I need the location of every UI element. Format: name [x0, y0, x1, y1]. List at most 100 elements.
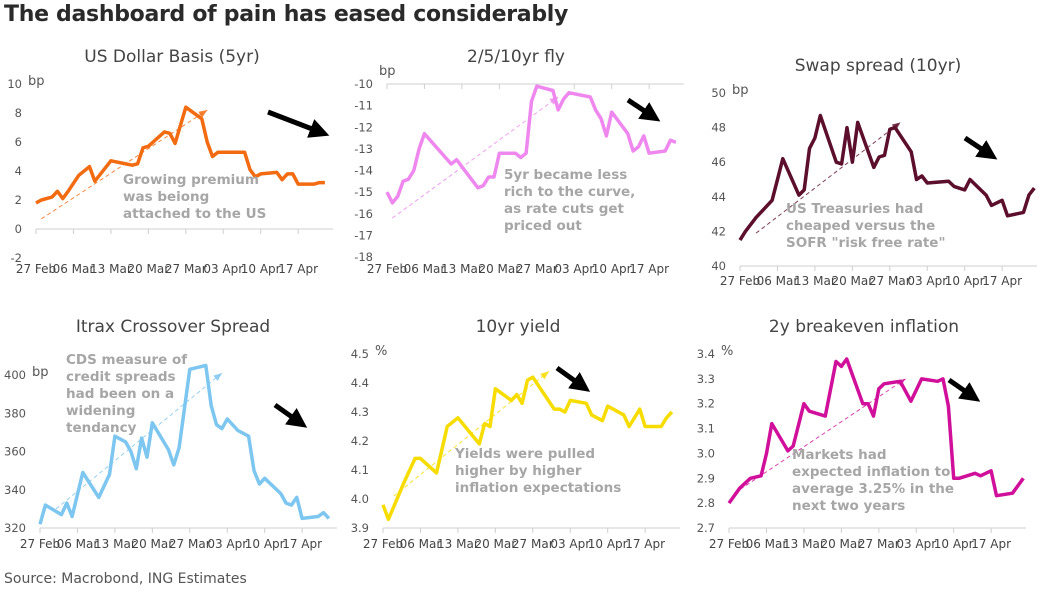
- chart-title-10yr-yield: 10yr yield: [475, 317, 561, 337]
- y-unit-label: bp: [28, 74, 45, 89]
- down-arrow-icon: [963, 135, 998, 160]
- source-note: Source: Macrobond, ING Estimates: [4, 571, 247, 587]
- annotation-itrax: CDS measure of credit spreads had been o…: [66, 352, 187, 437]
- x-tick-label: 20 Mar: [131, 537, 173, 551]
- y-tick-label: -15: [354, 185, 373, 199]
- x-tick-label: 10 Apr: [592, 262, 632, 276]
- y-tick-label: 4: [15, 164, 22, 178]
- annotation-line: was beiong: [123, 189, 210, 205]
- x-tick-label: 13 Mar: [94, 537, 136, 551]
- x-tick-label: 20 Mar: [478, 262, 520, 276]
- y-tick-label: 3.2: [697, 397, 715, 411]
- x-tick-label: 10 Apr: [945, 274, 985, 288]
- y-tick-label: 4.1: [351, 463, 369, 477]
- x-tick-label: 27 Mar: [169, 537, 211, 551]
- y-tick-label: 2: [15, 193, 22, 207]
- chart-title-usd-basis: US Dollar Basis (5yr): [84, 47, 260, 67]
- y-tick-label: -17: [354, 228, 373, 242]
- annotation-line: SOFR "risk free rate": [786, 235, 946, 251]
- annotation-line: expected inflation to: [792, 464, 951, 480]
- x-tick-label: 27 Mar: [869, 274, 911, 288]
- x-tick-label: 17 Apr: [282, 537, 322, 551]
- y-tick-label: -13: [354, 142, 373, 156]
- down-arrow-icon: [273, 402, 308, 428]
- y-tick-label: 4.0: [351, 492, 369, 506]
- y-tick-label: 3.4: [697, 347, 715, 361]
- y-tick-label: -16: [354, 207, 373, 221]
- x-tick-label: 03 Apr: [907, 274, 947, 288]
- y-tick-label: 40: [711, 259, 726, 273]
- y-tick-label: 46: [711, 155, 726, 169]
- x-tick-label: 17 Apr: [982, 274, 1022, 288]
- annotation-breakeven: Markets had expected inflation to averag…: [792, 447, 954, 515]
- annotation-line: as rate cuts get: [504, 201, 624, 217]
- x-tick-label: 10 Apr: [245, 537, 285, 551]
- y-unit-label: bp: [732, 83, 749, 98]
- y-tick-label: 4.2: [351, 434, 369, 448]
- annotation-line: next two years: [792, 498, 906, 514]
- chart-title-fly: 2/5/10yr fly: [467, 47, 565, 67]
- y-tick-label: -2: [11, 251, 22, 265]
- annotation-line: Yields were pulled: [455, 446, 596, 462]
- y-tick-label: 44: [711, 190, 726, 204]
- trend-arrowhead: [540, 371, 549, 380]
- down-arrow-icon: [267, 109, 330, 138]
- x-tick-label: 13 Mar: [90, 262, 132, 276]
- x-tick-label: 17 Apr: [625, 537, 665, 551]
- x-tick-label: 03 Apr: [896, 537, 936, 551]
- y-tick-label: 360: [4, 445, 26, 459]
- x-tick-label: 03 Apr: [554, 262, 594, 276]
- y-tick-label: 4.5: [351, 347, 369, 361]
- y-tick-label: 380: [4, 406, 26, 420]
- y-unit-label: %: [721, 344, 733, 359]
- annotation-line: CDS measure of: [66, 352, 188, 368]
- x-tick-label: 06 Mar: [746, 537, 788, 551]
- y-tick-label: 50: [711, 86, 726, 100]
- x-tick-label: 06 Mar: [757, 274, 799, 288]
- x-tick-label: 06 Mar: [53, 262, 95, 276]
- x-tick-label: 17 Apr: [629, 262, 669, 276]
- trend-arrowhead: [213, 373, 222, 382]
- x-tick-label: 06 Mar: [57, 537, 99, 551]
- y-tick-label: 2.8: [697, 496, 715, 510]
- x-tick-label: 27 Feb: [363, 537, 403, 551]
- chart-title-breakeven: 2y breakeven inflation: [768, 317, 960, 337]
- annotation-line: Growing premium: [123, 172, 259, 188]
- x-tick-label: 27 Feb: [16, 262, 56, 276]
- chart-title-swap-spread: Swap spread (10yr): [794, 56, 962, 76]
- annotation-usd-basis: Growing premium was beiong attached to t…: [123, 172, 266, 223]
- x-tick-label: 10 Apr: [934, 537, 974, 551]
- x-tick-label: 27 Mar: [512, 537, 554, 551]
- y-unit-label: bp: [379, 64, 396, 79]
- y-tick-label: -10: [354, 77, 373, 91]
- x-tick-label: 06 Mar: [404, 262, 446, 276]
- y-tick-label: 340: [4, 483, 26, 497]
- annotation-line: widening: [66, 403, 136, 419]
- x-tick-label: 13 Mar: [783, 537, 825, 551]
- x-tick-label: 17 Apr: [278, 262, 318, 276]
- annotation-line: Markets had: [792, 447, 887, 463]
- y-unit-label: %: [375, 344, 387, 359]
- x-tick-label: 06 Mar: [400, 537, 442, 551]
- x-tick-label: 27 Feb: [367, 262, 407, 276]
- series-line: [738, 113, 1036, 242]
- y-tick-label: -11: [354, 99, 373, 113]
- annotation-line: 5yr became less: [504, 167, 628, 183]
- x-tick-label: 27 Mar: [516, 262, 558, 276]
- x-tick-label: 13 Mar: [794, 274, 836, 288]
- down-arrow-icon: [626, 97, 661, 122]
- trend-arrow: [755, 122, 901, 234]
- annotation-line: credit spreads: [66, 369, 176, 385]
- page-title: The dashboard of pain has eased consider…: [4, 2, 569, 27]
- annotation-line: cheaped versus the: [786, 218, 936, 234]
- x-tick-label: 20 Mar: [820, 537, 862, 551]
- y-tick-label: 4.4: [351, 376, 369, 390]
- annotation-line: US Treasuries had: [786, 201, 924, 217]
- y-tick-label: 2.7: [697, 521, 715, 535]
- x-tick-label: 20 Mar: [127, 262, 169, 276]
- y-tick-label: 42: [711, 224, 726, 238]
- annotation-swap-spread: US Treasuries had cheaped versus the SOF…: [786, 201, 946, 252]
- x-tick-label: 10 Apr: [241, 262, 281, 276]
- x-tick-label: 27 Feb: [709, 537, 749, 551]
- x-tick-label: 27 Mar: [858, 537, 900, 551]
